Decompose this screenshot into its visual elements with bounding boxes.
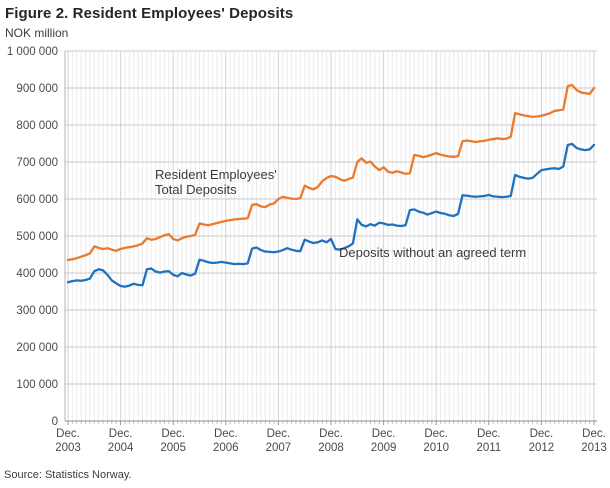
x-tick-label-year: 2005: [160, 442, 186, 454]
y-tick-label: 0: [52, 416, 58, 428]
x-tick-label-month: Dec.: [372, 428, 396, 440]
y-tick-label: 200 000: [16, 342, 58, 354]
y-tick-label: 600 000: [16, 194, 58, 206]
x-tick-label-month: Dec.: [214, 428, 238, 440]
x-tick-label-month: Dec.: [267, 428, 291, 440]
x-tick-label-month: Dec.: [56, 428, 80, 440]
no-agreed-term-series-label: Deposits without an agreed term: [339, 245, 526, 260]
total-deposits-series-label: Resident Employees' Total Deposits: [155, 167, 277, 197]
x-tick-label-year: 2011: [476, 442, 501, 454]
y-tick-label: 300 000: [16, 305, 58, 317]
total-deposits-series-label-line1: Resident Employees': [155, 167, 277, 182]
x-tick-label-month: Dec.: [424, 428, 448, 440]
no-agreed-term-line: [66, 142, 596, 288]
deposits-line-chart: 0 100 000 200 000 300 000 400 000 500 000 600 …: [7, 46, 607, 454]
x-tick-label-year: 2007: [266, 442, 292, 454]
y-tick-label: 500 000: [16, 231, 58, 243]
x-tick-label-month: Dec.: [530, 428, 554, 440]
y-tick-label: 100 000: [16, 379, 58, 391]
x-tick-label-year: 2009: [371, 442, 397, 454]
total-deposits-line: [66, 83, 596, 262]
x-tick-label-year: 2003: [55, 442, 81, 454]
x-tick-label-month: Dec.: [109, 428, 133, 440]
x-tick-label-month: Dec.: [582, 428, 606, 440]
chart-title: Figure 2. Resident Employees' Deposits: [5, 5, 294, 22]
y-tick-label: 400 000: [16, 268, 58, 280]
y-tick-label: 900 000: [16, 83, 58, 95]
y-tick-label: 1 000 000: [7, 46, 58, 58]
no-agreed-term-series-label-line1: Deposits without an agreed term: [339, 245, 527, 260]
x-tick-label-year: 2004: [108, 442, 134, 454]
total-deposits-series-label-line2: Total Deposits: [155, 182, 237, 197]
x-tick-label-year: 2008: [318, 442, 344, 454]
x-tick-label-year: 2010: [423, 442, 449, 454]
source-note: Source: Statistics Norway.: [4, 469, 132, 481]
y-axis-unit-label: NOK million: [5, 26, 69, 40]
x-tick-label-month: Dec.: [319, 428, 343, 440]
x-tick-label-month: Dec.: [477, 428, 501, 440]
y-tick-label: 700 000: [16, 157, 58, 169]
y-tick-label: 800 000: [16, 120, 58, 132]
x-tick-label-year: 2006: [213, 442, 239, 454]
x-tick-label-month: Dec.: [161, 428, 185, 440]
x-tick-label-year: 2013: [581, 442, 607, 454]
x-tick-label-year: 2012: [529, 442, 555, 454]
